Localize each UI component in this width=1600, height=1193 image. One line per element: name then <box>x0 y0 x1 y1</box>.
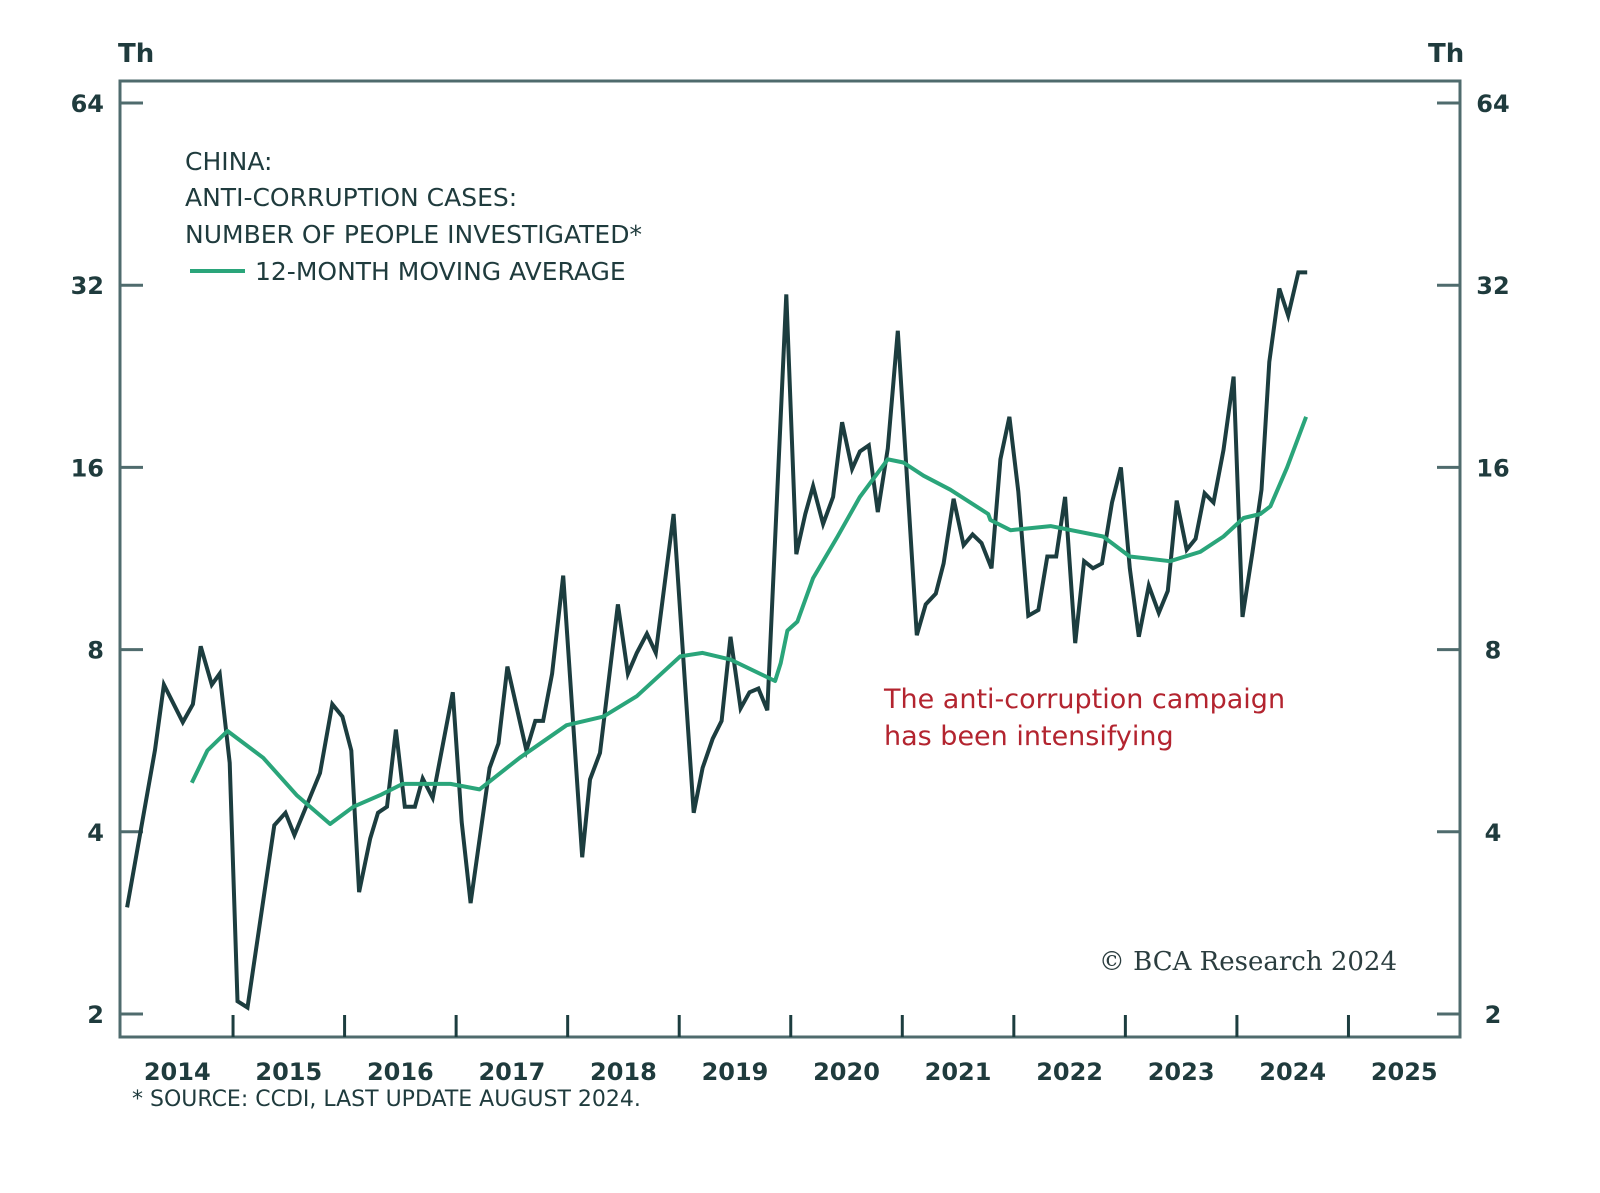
data-points <box>127 272 1307 1007</box>
x-tick-label: 2021 <box>925 1058 992 1086</box>
source-footnote: * SOURCE: CCDI, LAST UPDATE AUGUST 2024. <box>132 1087 641 1112</box>
annotation-line-1: The anti-corruption campaign <box>883 684 1285 715</box>
x-tick-label: 2019 <box>702 1058 769 1086</box>
y-axis-right: 2 4 8 16 32 64 <box>1437 90 1510 1029</box>
x-tick-label: 2023 <box>1148 1058 1215 1086</box>
x-tick-label: 2024 <box>1259 1058 1326 1086</box>
y-tick-label-right: 2 <box>1485 1001 1502 1029</box>
y-axis-left: 2 4 8 16 32 64 <box>71 90 143 1029</box>
title-line-1: CHINA: <box>185 147 272 176</box>
x-axis: 2014 2015 2016 2017 2018 2019 2020 2021 2022 2023… <box>144 1015 1438 1086</box>
x-tick-label: 2018 <box>590 1058 657 1086</box>
annotation-line-2: has been intensifying <box>884 721 1174 752</box>
y-tick-label-left: 64 <box>71 90 104 118</box>
y-tick-label-left: 2 <box>87 1001 104 1029</box>
y-tick-label-right: 16 <box>1476 454 1509 482</box>
chart-title: CHINA: ANTI-CORRUPTION CASES: NUMBER OF … <box>185 147 642 286</box>
left-axis-unit: Th <box>118 39 154 69</box>
x-tick-label: 2014 <box>144 1058 211 1086</box>
title-line-3: NUMBER OF PEOPLE INVESTIGATED* <box>185 220 642 249</box>
x-tick-label: 2020 <box>813 1058 880 1086</box>
y-tick-label-right: 64 <box>1476 90 1509 118</box>
y-tick-label-left: 16 <box>71 454 104 482</box>
y-tick-label-left: 32 <box>71 272 104 300</box>
x-tick-label: 2016 <box>367 1058 434 1086</box>
y-tick-label-right: 32 <box>1476 272 1509 300</box>
x-tick-label: 2025 <box>1371 1058 1438 1086</box>
series-line-moving-average <box>189 416 1308 826</box>
series-line-people-investigated <box>125 270 1308 1011</box>
y-tick-label-left: 8 <box>87 637 104 665</box>
y-tick-label-left: 4 <box>87 819 104 847</box>
x-tick-label: 2015 <box>255 1058 322 1086</box>
copyright-label: © BCA Research 2024 <box>1099 947 1397 977</box>
y-tick-label-right: 4 <box>1485 819 1502 847</box>
legend-label-moving-average: 12-MONTH MOVING AVERAGE <box>255 257 626 286</box>
title-line-2: ANTI-CORRUPTION CASES: <box>185 183 517 212</box>
x-tick-label: 2017 <box>478 1058 545 1086</box>
annotation: The anti-corruption campaign has been in… <box>883 684 1285 752</box>
x-tick-label: 2022 <box>1036 1058 1103 1086</box>
y-tick-label-right: 8 <box>1485 637 1502 665</box>
right-axis-unit: Th <box>1428 39 1464 69</box>
